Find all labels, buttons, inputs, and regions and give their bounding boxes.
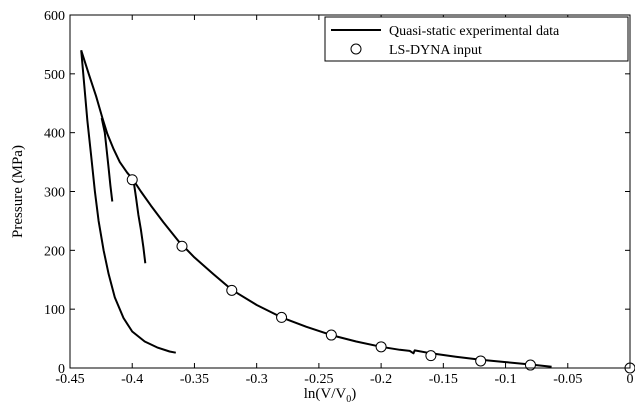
legend-label-experimental: Quasi-static experimental data [389,24,560,39]
ticks-layer: -0.45 -0.4 -0.35 -0.3 -0.25 -0.2 -0.15 -0.1 -0.0… [44,9,634,387]
x-tick-label: 0 [627,372,634,387]
ls-dyna-point [425,350,437,362]
y-axis-title: Pressure (MPa) [10,145,26,238]
x-axis-title-sub: 0 [346,394,351,405]
legend: Quasi-static experimental data LS-DYNA in… [324,16,629,62]
x-tick-label: -0.35 [180,372,209,387]
legend-label-lsdyna: LS-DYNA input [389,43,482,58]
x-tick-label: -0.25 [304,372,333,387]
ls-dyna-point [325,329,337,341]
x-tick-label: -0.2 [370,372,392,387]
y-tick-label: 200 [44,244,65,259]
series-layer [80,49,635,374]
x-tick-label: -0.45 [55,372,84,387]
ls-dyna-point [475,355,487,367]
legend-box [324,16,629,62]
y-tick-label: 300 [44,186,65,201]
y-tick-label: 100 [44,303,65,318]
y-tick-label: 600 [44,9,65,24]
x-tick-label: -0.1 [494,372,516,387]
x-tick-label: -0.05 [553,372,582,387]
experimental-data-line [80,50,176,354]
x-tick-label: -0.4 [121,372,143,387]
ls-dyna-point [226,284,238,296]
ls-dyna-point [524,359,536,371]
ls-dyna-point [126,174,138,186]
x-axis-title: ln(V/V0) [304,386,357,405]
x-axis-title-close: ) [351,386,356,402]
experimental-data-line [132,180,147,264]
experimental-data-line [100,117,114,202]
experimental-data-line [80,49,552,368]
ls-dyna-point [375,341,387,353]
y-tick-label: 400 [44,127,65,142]
plot-frame [69,14,631,369]
legend-marker-swatch [350,43,362,55]
ls-dyna-point [176,240,188,252]
y-tick-label: 0 [58,362,65,377]
ls-dyna-point [276,311,288,323]
x-tick-label: -0.15 [429,372,458,387]
x-tick-label: -0.3 [246,372,268,387]
x-axis-title-main: ln(V/V [304,386,347,402]
y-tick-label: 500 [44,68,65,83]
